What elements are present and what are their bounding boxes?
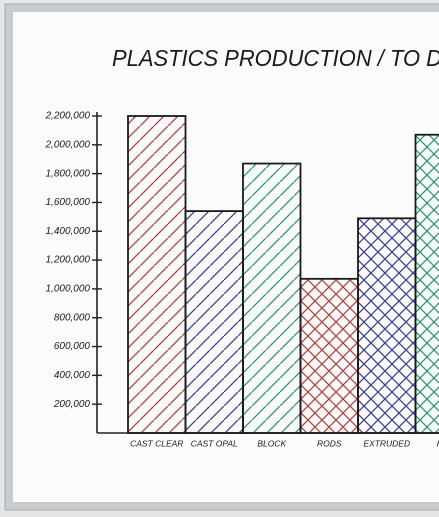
bar	[127, 115, 187, 434]
y-tick-label: 1,400,000	[46, 226, 91, 237]
bar	[299, 277, 359, 434]
x-tick-label: HIG	[437, 438, 439, 448]
x-tick-label: EXTRUDED	[363, 438, 410, 448]
y-tick-label: 600,000	[54, 341, 91, 352]
bar	[242, 162, 302, 434]
y-tick-label: 1,800,000	[46, 168, 91, 179]
y-tick-label: 2,000,000	[45, 139, 91, 150]
bar	[414, 133, 439, 434]
chart-title: PLASTICS PRODUCTION / TO D	[112, 45, 439, 71]
x-tick-label: CAST CLEAR	[130, 438, 183, 448]
y-tick-label: 200,000	[53, 399, 91, 410]
y-tick-label: 2,200,000	[45, 111, 91, 122]
x-tick-label: RODS	[317, 438, 342, 448]
y-tick-label: 1,600,000	[46, 197, 91, 208]
x-tick-label: CAST OPAL	[191, 438, 238, 448]
y-tick-label: 400,000	[54, 370, 91, 381]
x-tick-label: BLOCK	[257, 438, 286, 448]
bar	[357, 217, 417, 434]
y-tick-label: 800,000	[54, 312, 91, 323]
y-tick-label: 1,000,000	[46, 284, 91, 295]
y-tick-label: 1,200,000	[46, 255, 91, 266]
bar	[184, 210, 244, 434]
